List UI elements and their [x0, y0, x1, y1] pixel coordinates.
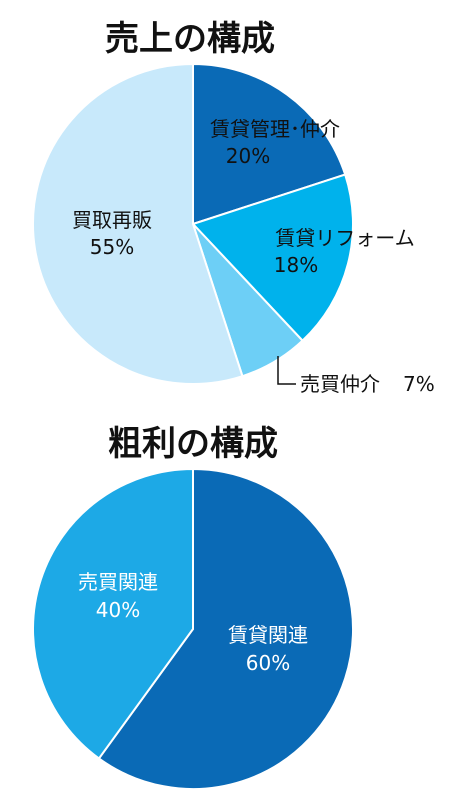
- gross-profit-slice-1: [32, 467, 194, 760]
- sales-slice-1: [191, 173, 354, 343]
- sales-pie: [32, 62, 354, 385]
- slice-value-rental-management: 20%: [226, 144, 270, 168]
- slice-label-rental-reform: 賃貸リフォーム: [275, 226, 414, 250]
- slice-label-rental-related: 賃貸関連: [228, 623, 308, 647]
- sales-brokerage-leader-line: [277, 356, 296, 385]
- chart1-title: 売上の構成: [105, 19, 275, 59]
- slice-value-rental-related: 60%: [246, 651, 290, 675]
- slice-value-sales-brokerage: 7%: [403, 372, 435, 396]
- chart2-title: 粗利の構成: [108, 424, 278, 464]
- slice-value-resale: 55%: [90, 235, 134, 259]
- slice-label-resale: 買取再販: [72, 208, 152, 232]
- gross-profit-pie: [32, 467, 354, 790]
- slice-label-rental-management: 賃貸管理･仲介: [210, 117, 340, 141]
- slice-label-sales-brokerage: 売買仲介: [300, 372, 380, 396]
- slice-value-rental-reform: 18%: [274, 253, 318, 277]
- sales-slice-3: [32, 62, 244, 385]
- sales-slice-0: [192, 62, 347, 226]
- slice-label-sales-related: 売買関連: [78, 570, 158, 594]
- slice-value-sales-related: 40%: [96, 598, 140, 622]
- gross-profit-slice-0: [97, 467, 354, 790]
